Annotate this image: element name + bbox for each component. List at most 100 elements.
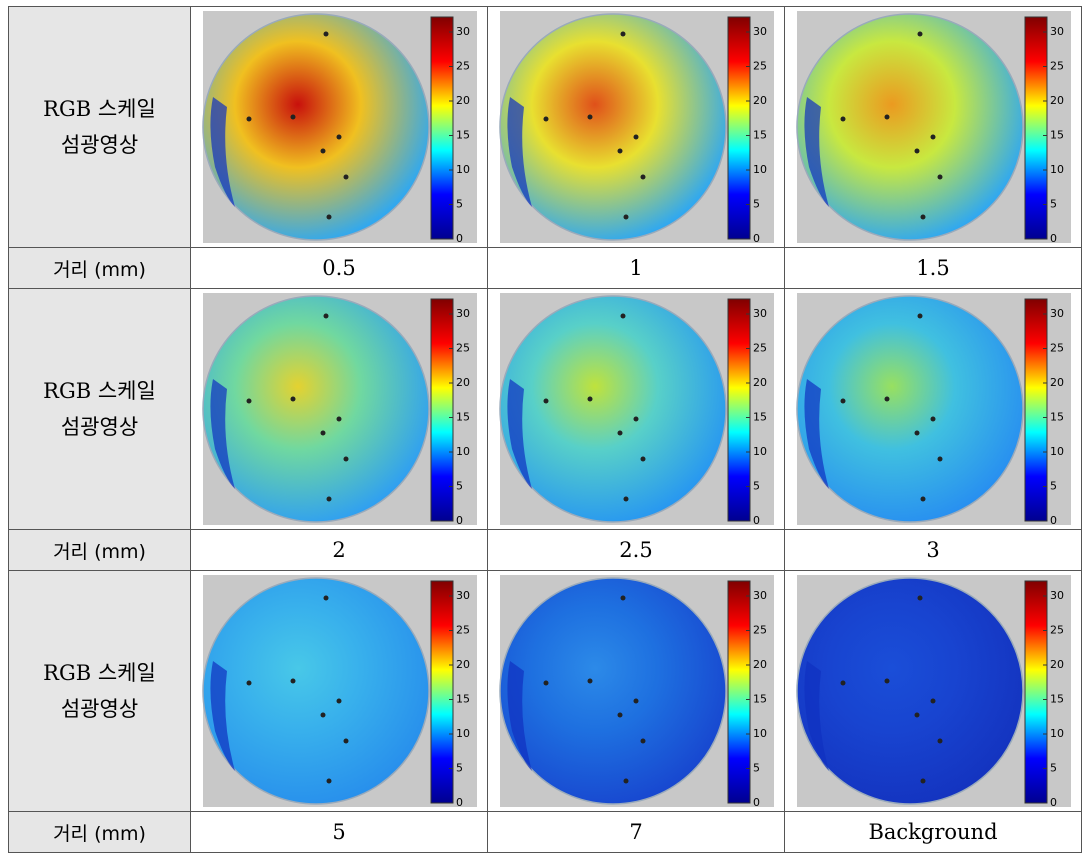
spot bbox=[840, 398, 846, 404]
detector-disk bbox=[202, 295, 430, 523]
colorbar bbox=[1024, 298, 1048, 522]
row-label: RGB 스케일 섬광영상 bbox=[8, 6, 191, 248]
colorbar-tick-label: 30 bbox=[456, 25, 470, 38]
colorbar-tick-label: 20 bbox=[753, 658, 767, 671]
colorbar-tick-label: 5 bbox=[1050, 198, 1057, 211]
spot bbox=[920, 496, 926, 502]
spot bbox=[640, 456, 646, 462]
spot bbox=[840, 680, 846, 686]
colorbar-tick-label: 10 bbox=[1050, 727, 1064, 740]
edge-shade bbox=[210, 97, 235, 207]
row-label-line: RGB 스케일 bbox=[43, 379, 156, 403]
spot bbox=[937, 456, 943, 462]
colorbar-tick-label: 20 bbox=[456, 376, 470, 389]
colorbar-tick-label: 5 bbox=[1050, 480, 1057, 493]
colorbar-tick-label: 0 bbox=[1050, 232, 1057, 245]
distance-value: 2 bbox=[190, 529, 488, 571]
distance-value: 7 bbox=[487, 811, 785, 853]
spot bbox=[343, 456, 349, 462]
colorbar-tick-label: 0 bbox=[1050, 796, 1057, 809]
image-cell: 0 5 10 15 20 25 30 bbox=[190, 6, 488, 248]
colorbar-tick-label: 30 bbox=[753, 307, 767, 320]
distance-row: 거리 (mm) 0.5 1 1.5 bbox=[8, 247, 1082, 289]
colorbar-tick-label: 30 bbox=[456, 589, 470, 602]
row-label: RGB 스케일 섬광영상 bbox=[8, 570, 191, 812]
distance-label: 거리 (mm) bbox=[8, 247, 191, 289]
colorbar-tick-label: 25 bbox=[753, 624, 767, 637]
spot bbox=[937, 174, 943, 180]
edge-shade bbox=[507, 97, 532, 207]
edge-shade bbox=[804, 661, 829, 771]
spot bbox=[917, 595, 923, 601]
image-row: RGB 스케일 섬광영상 0 5 10 15 20 25 30 0 5 10 15 20 25 30 0 5 10 1… bbox=[8, 6, 1082, 248]
spot bbox=[246, 116, 252, 122]
colorbar-tick-label: 25 bbox=[1050, 342, 1064, 355]
colorbar-tick-label: 5 bbox=[456, 480, 463, 493]
scintillation-image: 0 5 10 15 20 25 30 bbox=[796, 293, 1071, 527]
result-table: RGB 스케일 섬광영상 0 5 10 15 20 25 30 0 5 10 15 20 25 30 0 5 10 1… bbox=[8, 6, 1082, 853]
colorbar-tick-label: 25 bbox=[456, 342, 470, 355]
detector-disk bbox=[499, 295, 727, 523]
colorbar-tick-label: 10 bbox=[1050, 445, 1064, 458]
spot bbox=[320, 148, 326, 154]
colorbar-tick-label: 0 bbox=[753, 796, 760, 809]
colorbar-tick-label: 15 bbox=[456, 411, 470, 424]
image-cell: 0 5 10 15 20 25 30 bbox=[784, 570, 1082, 812]
detector-disk bbox=[796, 13, 1024, 241]
spot bbox=[930, 698, 936, 704]
spot bbox=[617, 430, 623, 436]
spot bbox=[623, 778, 629, 784]
distance-row: 거리 (mm) 5 7 Background bbox=[8, 811, 1082, 853]
spot bbox=[884, 678, 890, 684]
colorbar-tick-label: 5 bbox=[456, 198, 463, 211]
scintillation-image: 0 5 10 15 20 25 30 bbox=[499, 575, 774, 809]
spot bbox=[587, 114, 593, 120]
colorbar-tick-label: 10 bbox=[456, 727, 470, 740]
colorbar-tick-label: 15 bbox=[1050, 129, 1064, 142]
detector-disk bbox=[796, 295, 1024, 523]
colorbar-tick-label: 10 bbox=[1050, 163, 1064, 176]
colorbar-tick-label: 30 bbox=[1050, 589, 1064, 602]
spot bbox=[633, 416, 639, 422]
spot bbox=[326, 496, 332, 502]
row-label: RGB 스케일 섬광영상 bbox=[8, 288, 191, 530]
colorbar bbox=[430, 298, 454, 522]
colorbar bbox=[430, 580, 454, 804]
colorbar-tick-label: 30 bbox=[456, 307, 470, 320]
scintillation-image: 0 5 10 15 20 25 30 bbox=[202, 293, 477, 527]
spot bbox=[620, 31, 626, 37]
spot bbox=[917, 313, 923, 319]
spot bbox=[290, 678, 296, 684]
colorbar-tick-label: 0 bbox=[456, 796, 463, 809]
spot bbox=[620, 313, 626, 319]
detector-disk bbox=[202, 13, 430, 241]
colorbar-tick-label: 10 bbox=[753, 727, 767, 740]
spot bbox=[323, 31, 329, 37]
spot bbox=[323, 595, 329, 601]
spot bbox=[246, 680, 252, 686]
row-label-line: RGB 스케일 bbox=[43, 661, 156, 685]
spot bbox=[914, 712, 920, 718]
spot bbox=[543, 398, 549, 404]
colorbar-tick-label: 5 bbox=[753, 198, 760, 211]
spot bbox=[336, 416, 342, 422]
scintillation-image: 0 5 10 15 20 25 30 bbox=[499, 11, 774, 245]
spot bbox=[587, 678, 593, 684]
colorbar-tick-label: 25 bbox=[456, 624, 470, 637]
colorbar-tick-label: 25 bbox=[1050, 624, 1064, 637]
scintillation-image: 0 5 10 15 20 25 30 bbox=[202, 11, 477, 245]
edge-shade bbox=[804, 97, 829, 207]
distance-value: 3 bbox=[784, 529, 1082, 571]
image-cell: 0 5 10 15 20 25 30 bbox=[487, 570, 785, 812]
spot bbox=[320, 430, 326, 436]
detector-disk bbox=[499, 13, 727, 241]
spot bbox=[930, 416, 936, 422]
colorbar-tick-label: 20 bbox=[1050, 376, 1064, 389]
spot bbox=[343, 174, 349, 180]
spot bbox=[290, 114, 296, 120]
image-cell: 0 5 10 15 20 25 30 bbox=[190, 288, 488, 530]
spot bbox=[914, 430, 920, 436]
spot bbox=[620, 595, 626, 601]
row-label-line: RGB 스케일 bbox=[43, 97, 156, 121]
colorbar-tick-label: 0 bbox=[753, 232, 760, 245]
